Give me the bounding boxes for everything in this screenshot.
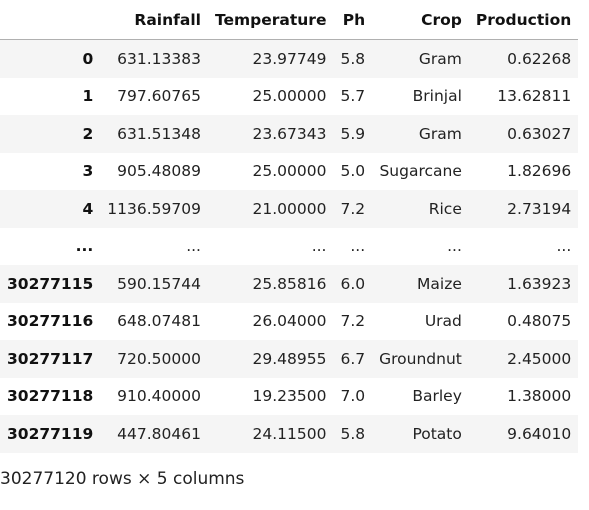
row-index: 30277119 xyxy=(7,424,94,443)
row-index: 4 xyxy=(82,199,94,218)
table-row: 3 905.48089 25.00000 5.0 Sugarcane 1.82696 xyxy=(0,152,579,190)
table-row: .................. xyxy=(0,227,579,265)
cell-production: 9.64010 xyxy=(507,424,572,443)
column-header-rainfall: Rainfall xyxy=(100,0,208,40)
column-header-production: Production xyxy=(468,0,579,40)
cell-production: 0.62268 xyxy=(507,49,572,68)
row-index: 2 xyxy=(82,124,94,143)
column-header-temperature: Temperature xyxy=(207,0,334,40)
cell-ph: 5.0 xyxy=(340,162,366,181)
cell-rainfall: 797.60765 xyxy=(117,87,201,106)
table-row: 30277115 590.15744 25.85816 6.0 Maize 1.63923 xyxy=(0,265,579,303)
table-row: 30277119 447.80461 24.11500 5.8 Potato 9.6401… xyxy=(0,415,579,453)
table-row: 30277118 910.40000 19.23500 7.0 Barley 1.3800… xyxy=(0,377,579,415)
row-index: 30277117 xyxy=(7,349,94,368)
cell-temperature: 25.00000 xyxy=(252,87,327,106)
cell-ph: 6.0 xyxy=(340,274,366,293)
cell-production: ... xyxy=(556,237,572,256)
cell-temperature: 25.85816 xyxy=(252,274,327,293)
cell-ph: 5.9 xyxy=(340,124,366,143)
cell-rainfall: 631.51348 xyxy=(117,124,201,143)
row-index: 1 xyxy=(82,87,94,106)
row-index: 3 xyxy=(82,162,94,181)
cell-crop: Groundnut xyxy=(379,349,462,368)
cell-production: 0.48075 xyxy=(507,312,572,331)
cell-rainfall: 631.13383 xyxy=(117,49,201,68)
cell-production: 2.73194 xyxy=(507,199,572,218)
cell-temperature: 26.04000 xyxy=(252,312,327,331)
cell-crop: Sugarcane xyxy=(379,162,462,181)
column-header-ph: Ph xyxy=(333,0,373,40)
cell-rainfall: 720.50000 xyxy=(117,349,201,368)
dataframe-table: Rainfall Temperature Ph Crop Production … xyxy=(0,0,579,453)
table-row: 2 631.51348 23.67343 5.9 Gram 0.63027 xyxy=(0,115,579,153)
cell-rainfall: 590.15744 xyxy=(117,274,201,293)
cell-crop: Urad xyxy=(424,312,462,331)
cell-temperature: 23.67343 xyxy=(252,124,327,143)
cell-temperature: 25.00000 xyxy=(252,162,327,181)
row-index: ... xyxy=(75,237,94,256)
cell-production: 1.82696 xyxy=(507,162,572,181)
cell-production: 1.63923 xyxy=(507,274,572,293)
table-row: 4 1136.59709 21.00000 7.2 Rice 2.73194 xyxy=(0,190,579,228)
cell-crop: Rice xyxy=(428,199,462,218)
cell-production: 1.38000 xyxy=(507,387,572,406)
cell-rainfall: 447.80461 xyxy=(117,424,201,443)
cell-crop: Brinjal xyxy=(412,87,462,106)
cell-rainfall: 910.40000 xyxy=(117,387,201,406)
cell-temperature: 23.97749 xyxy=(252,49,327,68)
cell-production: 0.63027 xyxy=(507,124,572,143)
table-body: 0 631.13383 23.97749 5.8 Gram 0.62268 1 797.607… xyxy=(0,39,579,453)
cell-crop: Potato xyxy=(412,424,462,443)
cell-rainfall: 1136.59709 xyxy=(107,199,201,218)
cell-crop: Gram xyxy=(418,124,462,143)
row-index: 0 xyxy=(82,49,94,68)
cell-ph: 6.7 xyxy=(340,349,366,368)
table-row: 1 797.60765 25.00000 5.7 Brinjal 13.62811 xyxy=(0,77,579,115)
cell-crop: ... xyxy=(447,237,462,256)
cell-production: 13.62811 xyxy=(497,87,572,106)
cell-temperature: 24.11500 xyxy=(252,424,327,443)
cell-temperature: ... xyxy=(311,237,327,256)
cell-ph: ... xyxy=(350,237,366,256)
cell-ph: 5.7 xyxy=(340,87,366,106)
cell-ph: 5.8 xyxy=(340,424,366,443)
cell-rainfall: 648.07481 xyxy=(117,312,201,331)
cell-crop: Barley xyxy=(412,387,462,406)
cell-temperature: 19.23500 xyxy=(252,387,327,406)
header-row: Rainfall Temperature Ph Crop Production xyxy=(0,0,579,40)
row-index: 30277116 xyxy=(7,312,94,331)
cell-rainfall: 905.48089 xyxy=(117,162,201,181)
row-index: 30277115 xyxy=(7,274,94,293)
column-header-crop: Crop xyxy=(372,0,469,40)
cell-rainfall: ... xyxy=(186,237,201,256)
cell-ph: 5.8 xyxy=(340,49,366,68)
table-row: 0 631.13383 23.97749 5.8 Gram 0.62268 xyxy=(0,39,579,78)
cell-production: 2.45000 xyxy=(507,349,572,368)
cell-ph: 7.2 xyxy=(340,312,366,331)
cell-crop: Gram xyxy=(418,49,462,68)
shape-summary: 30277120 rows × 5 columns xyxy=(0,469,245,489)
cell-ph: 7.2 xyxy=(340,199,366,218)
cell-crop: Maize xyxy=(417,274,462,293)
index-header xyxy=(0,0,101,40)
cell-temperature: 29.48955 xyxy=(252,349,327,368)
row-index: 30277118 xyxy=(7,387,94,406)
table-row: 30277117 720.50000 29.48955 6.7 Groundnut 2.4… xyxy=(0,340,579,378)
table-header: Rainfall Temperature Ph Crop Production xyxy=(0,0,579,40)
cell-temperature: 21.00000 xyxy=(252,199,327,218)
table-row: 30277116 648.07481 26.04000 7.2 Urad 0.48075 xyxy=(0,302,579,340)
cell-ph: 7.0 xyxy=(340,387,366,406)
